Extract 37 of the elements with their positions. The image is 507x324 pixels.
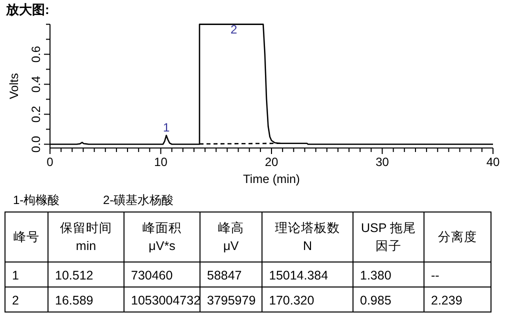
text: 15014.384 <box>269 268 328 282</box>
text: 峰号 <box>14 230 40 244</box>
y-tick-label: 0.0 <box>29 136 43 153</box>
x-tick-label: 40 <box>486 155 500 169</box>
text: 2.239 <box>431 294 462 308</box>
text: -- <box>431 268 440 282</box>
x-tick-label: 30 <box>376 155 390 169</box>
chart-title: 放大图: <box>5 2 50 17</box>
y-tick-label: 0.6 <box>29 46 43 63</box>
text: 峰面积 μV*s <box>142 221 182 253</box>
text: 0.985 <box>360 294 392 308</box>
text: 峰高 μV <box>218 220 244 253</box>
text: 1-枸橼酸 <box>13 193 60 207</box>
text: 58847 <box>207 268 242 282</box>
annotation: 1 <box>162 120 170 134</box>
text: 1053004732 <box>131 294 201 308</box>
text: 10.512 <box>55 268 94 282</box>
y-axis-title: Volts <box>7 73 21 100</box>
x-tick-label: 10 <box>154 155 168 169</box>
x-tick-label: 20 <box>264 155 278 169</box>
y-tick-label: 0.2 <box>29 106 43 123</box>
text: 2-磺基水杨酸 <box>103 193 174 207</box>
text: 1.380 <box>360 268 392 282</box>
text: 16.589 <box>55 294 94 308</box>
text: 分离度 <box>438 229 477 244</box>
text: 3795979 <box>207 294 256 308</box>
text: 730460 <box>131 268 173 282</box>
annotation: 2 <box>230 22 238 36</box>
y-tick-label: 0.4 <box>29 76 43 93</box>
text: USP 拖尾因子 <box>361 221 416 253</box>
text: 1 <box>12 268 19 282</box>
text: 2 <box>12 294 19 308</box>
x-axis-title: Time (min) <box>243 172 300 186</box>
text: 保留时间 min <box>60 221 112 253</box>
x-tick-label: 0 <box>46 155 54 169</box>
text: 理论塔板数 N <box>275 221 340 253</box>
text: 170.320 <box>269 294 314 308</box>
